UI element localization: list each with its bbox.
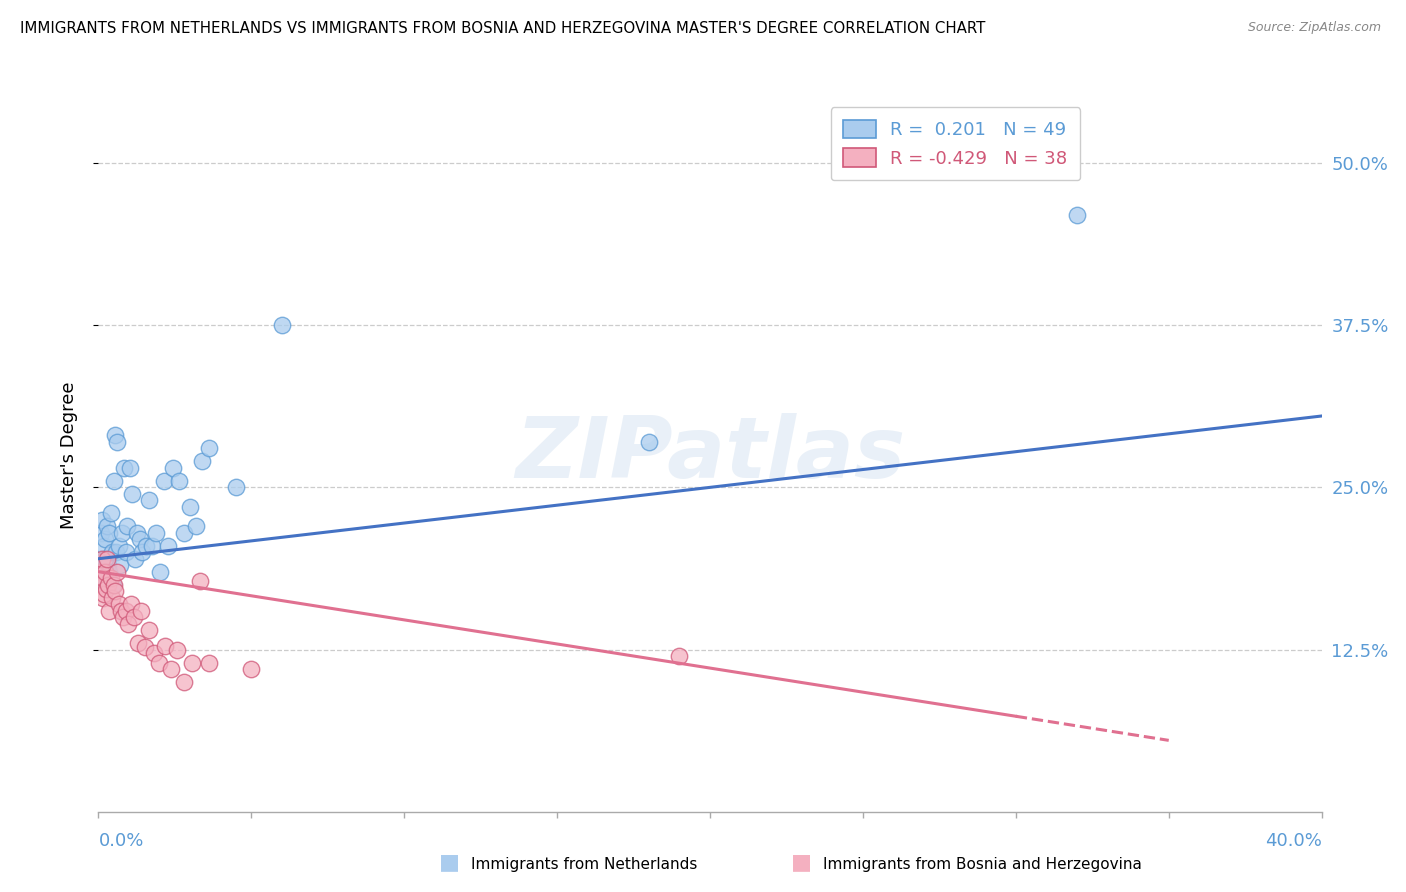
Point: [129, 604, 152, 618]
Point: [184, 519, 207, 533]
Point: [153, 639, 176, 653]
Y-axis label: Master's Degree: Master's Degree: [59, 381, 77, 529]
Point: [198, 656, 221, 670]
Point: [94, 582, 117, 596]
Point: [167, 474, 190, 488]
Point: [114, 604, 136, 618]
Point: [159, 662, 181, 676]
Point: [191, 454, 214, 468]
Point: [100, 506, 122, 520]
Point: [134, 539, 156, 553]
Point: [225, 480, 247, 494]
Point: [98, 565, 121, 579]
Point: [91, 565, 114, 579]
Point: [90, 565, 112, 579]
Point: [105, 545, 128, 559]
Point: [110, 558, 132, 573]
Point: [108, 539, 131, 553]
Point: [90, 577, 112, 591]
Point: [108, 597, 131, 611]
Point: [198, 442, 221, 456]
Text: Immigrants from Bosnia and Herzegovina: Immigrants from Bosnia and Herzegovina: [823, 857, 1142, 872]
Point: [143, 647, 166, 661]
Point: [97, 525, 120, 540]
Point: [93, 587, 115, 601]
Point: [179, 500, 201, 514]
Text: ZIPatlas: ZIPatlas: [515, 413, 905, 497]
Text: Source: ZipAtlas.com: Source: ZipAtlas.com: [1247, 21, 1381, 34]
Point: [128, 533, 150, 547]
Point: [98, 604, 121, 618]
Point: [112, 461, 135, 475]
Point: [93, 539, 115, 553]
Point: [117, 519, 139, 533]
Point: [90, 551, 112, 566]
Point: [122, 610, 145, 624]
Point: [188, 574, 211, 588]
Point: [94, 551, 117, 566]
Point: [91, 571, 114, 585]
Point: [94, 577, 117, 591]
Point: [100, 545, 122, 559]
Point: [117, 616, 139, 631]
Point: [100, 571, 122, 585]
Point: [157, 539, 180, 553]
Point: [131, 545, 153, 559]
Point: [124, 551, 146, 566]
Point: [104, 584, 127, 599]
Point: [127, 636, 149, 650]
Point: [96, 519, 118, 533]
Point: [162, 461, 184, 475]
Text: 0.0%: 0.0%: [98, 831, 143, 850]
Point: [125, 525, 148, 540]
Point: [91, 551, 114, 566]
Legend: R =  0.201   N = 49, R = -0.429   N = 38: R = 0.201 N = 49, R = -0.429 N = 38: [831, 107, 1080, 180]
Text: ■: ■: [440, 853, 460, 872]
Point: [91, 513, 114, 527]
Point: [180, 656, 202, 670]
Text: IMMIGRANTS FROM NETHERLANDS VS IMMIGRANTS FROM BOSNIA AND HERZEGOVINA MASTER'S D: IMMIGRANTS FROM NETHERLANDS VS IMMIGRANT…: [20, 21, 986, 36]
Point: [105, 434, 128, 449]
Point: [141, 539, 163, 553]
Point: [90, 525, 112, 540]
Point: [173, 675, 195, 690]
Point: [153, 474, 176, 488]
Point: [114, 545, 136, 559]
Point: [145, 525, 167, 540]
Point: [166, 642, 188, 657]
Point: [173, 525, 195, 540]
Point: [91, 591, 114, 605]
Point: [134, 640, 156, 654]
Point: [104, 428, 127, 442]
Point: [121, 487, 143, 501]
Point: [668, 648, 690, 663]
Text: Immigrants from Netherlands: Immigrants from Netherlands: [471, 857, 697, 872]
Point: [148, 656, 170, 670]
Point: [110, 604, 132, 618]
Point: [240, 662, 263, 676]
Point: [149, 565, 172, 579]
Point: [101, 577, 124, 591]
Point: [97, 577, 120, 591]
Point: [96, 551, 118, 566]
Point: [270, 318, 292, 333]
Point: [103, 577, 125, 591]
Point: [120, 597, 142, 611]
Text: ■: ■: [792, 853, 811, 872]
Point: [112, 610, 135, 624]
Point: [101, 591, 124, 605]
Point: [637, 434, 661, 449]
Point: [93, 533, 115, 547]
Point: [111, 525, 134, 540]
Point: [138, 493, 160, 508]
Text: 40.0%: 40.0%: [1265, 831, 1322, 850]
Point: [94, 565, 117, 579]
Point: [105, 565, 128, 579]
Point: [97, 558, 120, 573]
Point: [1066, 208, 1088, 222]
Point: [103, 474, 125, 488]
Point: [118, 461, 141, 475]
Point: [138, 623, 160, 637]
